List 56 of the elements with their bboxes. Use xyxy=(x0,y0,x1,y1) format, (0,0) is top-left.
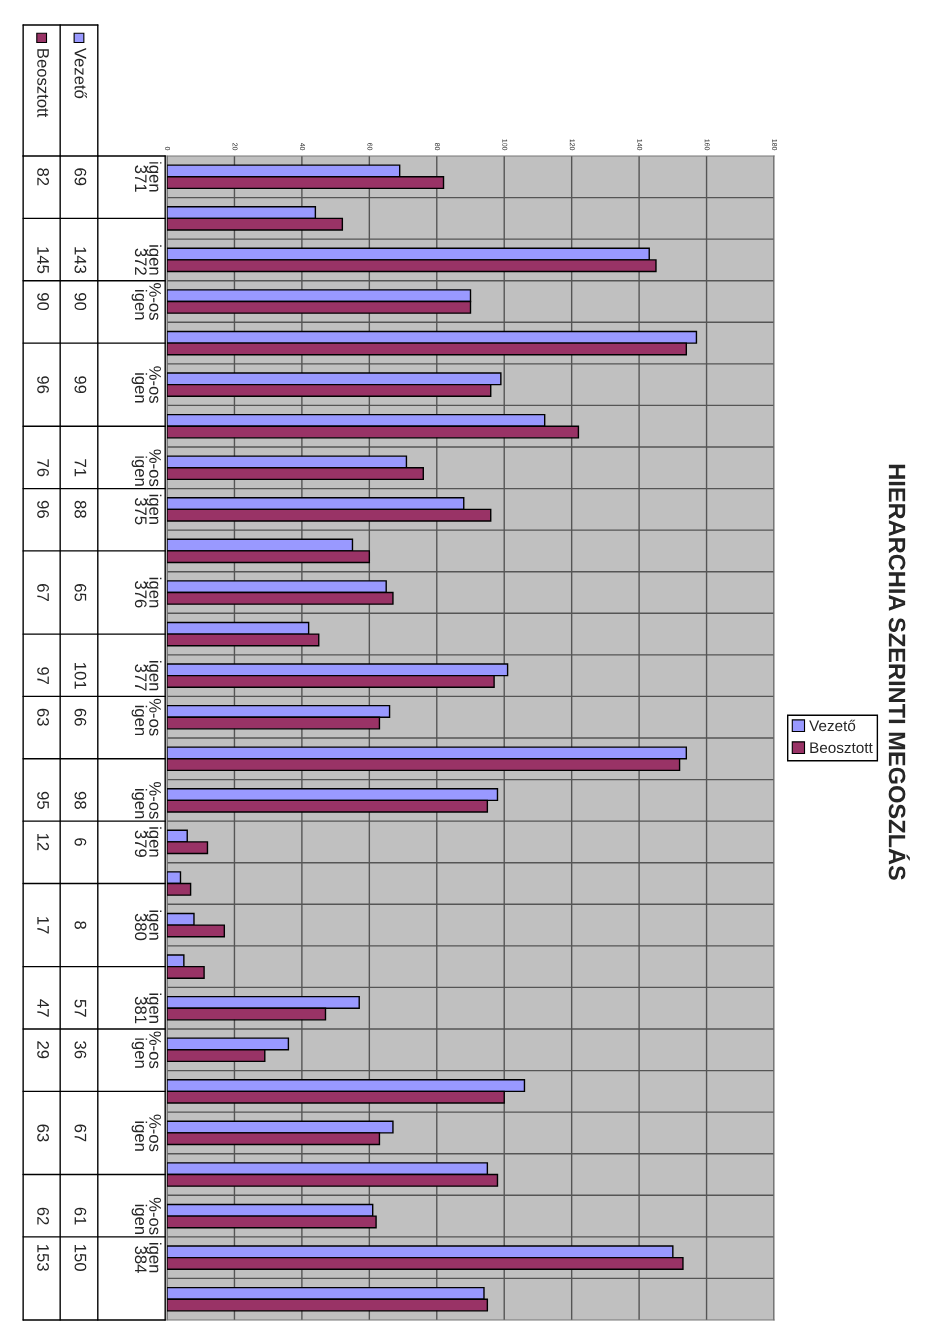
data-label: 76 xyxy=(37,459,49,477)
y-tick-label: igen 376 xyxy=(134,577,162,608)
data-label: 63 xyxy=(37,1124,49,1142)
data-label: 82 xyxy=(37,168,49,186)
legend-label: Vezető xyxy=(809,719,856,732)
data-label: 62 xyxy=(37,1207,49,1225)
data-label: 36 xyxy=(74,1041,87,1059)
data-label: 17 xyxy=(37,917,49,934)
data-label: 96 xyxy=(37,500,49,518)
data-label: 90 xyxy=(37,293,49,311)
y-tick-label: igen 372 xyxy=(134,245,162,275)
data-label: 29 xyxy=(37,1041,49,1059)
data-label: 8 xyxy=(74,921,87,929)
data-label: 66 xyxy=(74,708,87,726)
y-tick-label: igen 377 xyxy=(134,661,162,691)
y-tick-label: %-os igen xyxy=(131,449,161,487)
y-tick-label: %-os igen xyxy=(131,781,161,819)
data-label: 67 xyxy=(37,584,49,601)
data-label: 150 xyxy=(74,1245,87,1271)
data-label: 153 xyxy=(37,1245,49,1271)
data-label: 61 xyxy=(74,1207,87,1225)
y-tick-label: igen 375 xyxy=(134,494,162,525)
y-tick-label: igen 381 xyxy=(134,993,162,1024)
data-label: 95 xyxy=(37,791,49,809)
data-label: 88 xyxy=(74,500,87,518)
data-label: 65 xyxy=(74,584,87,602)
data-label: 98 xyxy=(74,791,87,809)
data-label: 145 xyxy=(37,247,49,274)
data-label: 12 xyxy=(37,833,49,851)
data-label: 67 xyxy=(74,1124,87,1142)
y-tick-label: %-os igen xyxy=(131,366,161,404)
data-label: 143 xyxy=(74,247,87,274)
data-label: 63 xyxy=(37,708,49,726)
data-label: 96 xyxy=(37,376,49,394)
y-tick-label: igen 379 xyxy=(134,827,162,857)
data-label: 90 xyxy=(74,293,87,311)
data-label: 6 xyxy=(74,838,87,846)
y-tick-label: igen 380 xyxy=(134,910,162,941)
y-tick-label: %-os igen xyxy=(131,1197,161,1235)
data-label: 101 xyxy=(74,663,87,689)
data-label: 69 xyxy=(74,168,87,186)
y-tick-label: %-os igen xyxy=(131,283,161,320)
y-tick-label: %-os igen xyxy=(131,1114,161,1152)
text: Beosztott xyxy=(37,49,49,118)
text: Vezető xyxy=(74,47,87,99)
y-tick-label: %-os igen xyxy=(131,1031,161,1069)
y-tick-label: igen 384 xyxy=(134,1243,162,1273)
y-tick-label: %-os igen xyxy=(131,698,161,736)
text: HIERARCHIA SZERINTI MEGOSZLÁS xyxy=(888,464,910,880)
data-label: 99 xyxy=(74,376,87,394)
legend-label: Beosztott xyxy=(810,742,873,754)
data-label: 97 xyxy=(37,667,49,685)
data-label: 57 xyxy=(74,999,87,1017)
data-label: 71 xyxy=(74,459,87,477)
y-tick-label: igen 371 xyxy=(134,162,162,192)
data-label: 47 xyxy=(37,999,49,1017)
